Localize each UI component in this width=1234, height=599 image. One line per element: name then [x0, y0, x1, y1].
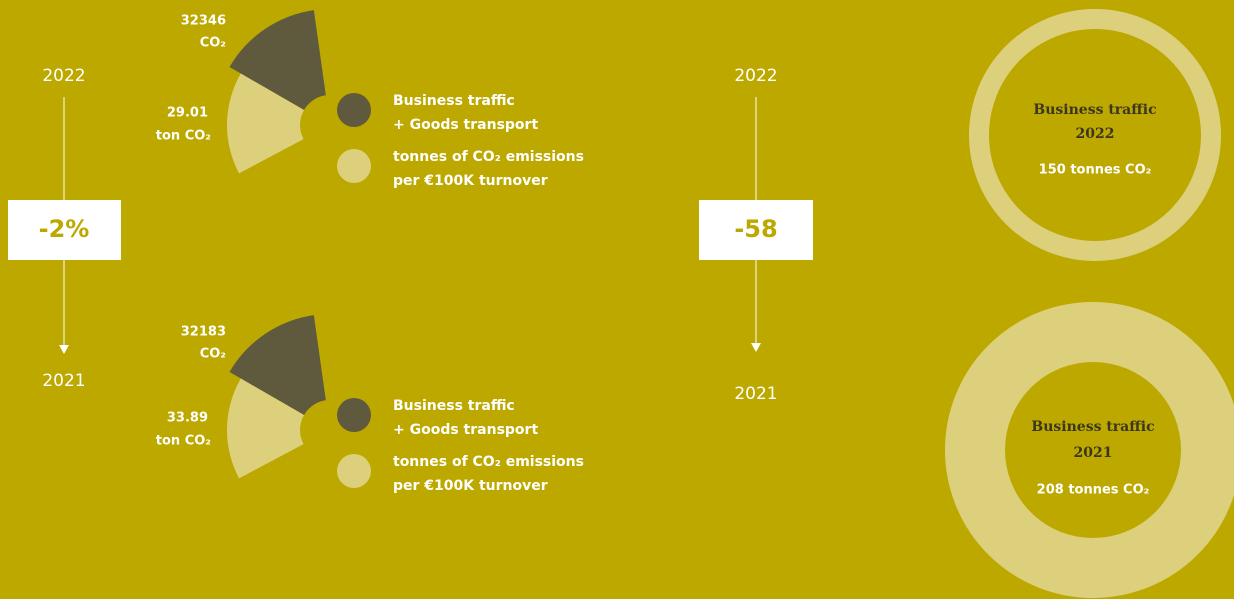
ring-year: 2021 [1074, 445, 1113, 461]
ring-title: Business traffic [1033, 102, 1156, 118]
legend-text: Business traffic [393, 93, 515, 109]
change-box [8, 200, 121, 260]
ring [945, 302, 1234, 598]
dark-unit: CO₂ [200, 36, 226, 51]
ring-title: Business traffic [1031, 419, 1154, 435]
year-bottom: 2021 [42, 371, 85, 391]
change-box [699, 200, 813, 260]
dark-sector [229, 315, 326, 415]
arrow-head [59, 345, 69, 354]
legend-text: + Goods transport [393, 117, 538, 133]
ring [969, 9, 1221, 261]
wedge-groups: 32346 CO₂ 29.01 ton CO₂ Business traffic + Go… [156, 10, 584, 494]
legend-swatch [337, 149, 371, 183]
change: -58 [734, 215, 777, 243]
year-top: 2022 [42, 66, 85, 86]
light-unit: ton CO₂ [156, 434, 211, 449]
light-unit: ton CO₂ [156, 129, 211, 144]
dark-value: 32346 [181, 14, 226, 29]
year-bottom: 2021 [734, 384, 777, 404]
year-top: 2022 [734, 66, 777, 86]
legend-swatch [337, 454, 371, 488]
legend-swatch [337, 398, 371, 432]
legend-text: per €100K turnover [393, 173, 548, 189]
dark-sector [229, 10, 326, 110]
change: -2% [39, 215, 90, 243]
arrow-head [751, 343, 761, 352]
legend-swatch [337, 93, 371, 127]
legend-text: + Goods transport [393, 422, 538, 438]
light-sector [227, 73, 305, 174]
legend-text: Business traffic [393, 398, 515, 414]
ring-year: 2022 [1076, 126, 1115, 142]
legend-text: tonnes of CO₂ emissions [393, 454, 584, 470]
dark-unit: CO₂ [200, 347, 226, 362]
light-sector [227, 378, 305, 479]
light-value: 29.01 [167, 106, 208, 121]
ring-amount: 150 tonnes CO₂ [1039, 163, 1152, 178]
legend-text: per €100K turnover [393, 478, 548, 494]
ring-amount: 208 tonnes CO₂ [1037, 483, 1150, 498]
light-value: 33.89 [167, 411, 208, 426]
dark-value: 32183 [181, 325, 226, 340]
legend-text: tonnes of CO₂ emissions [393, 149, 584, 165]
